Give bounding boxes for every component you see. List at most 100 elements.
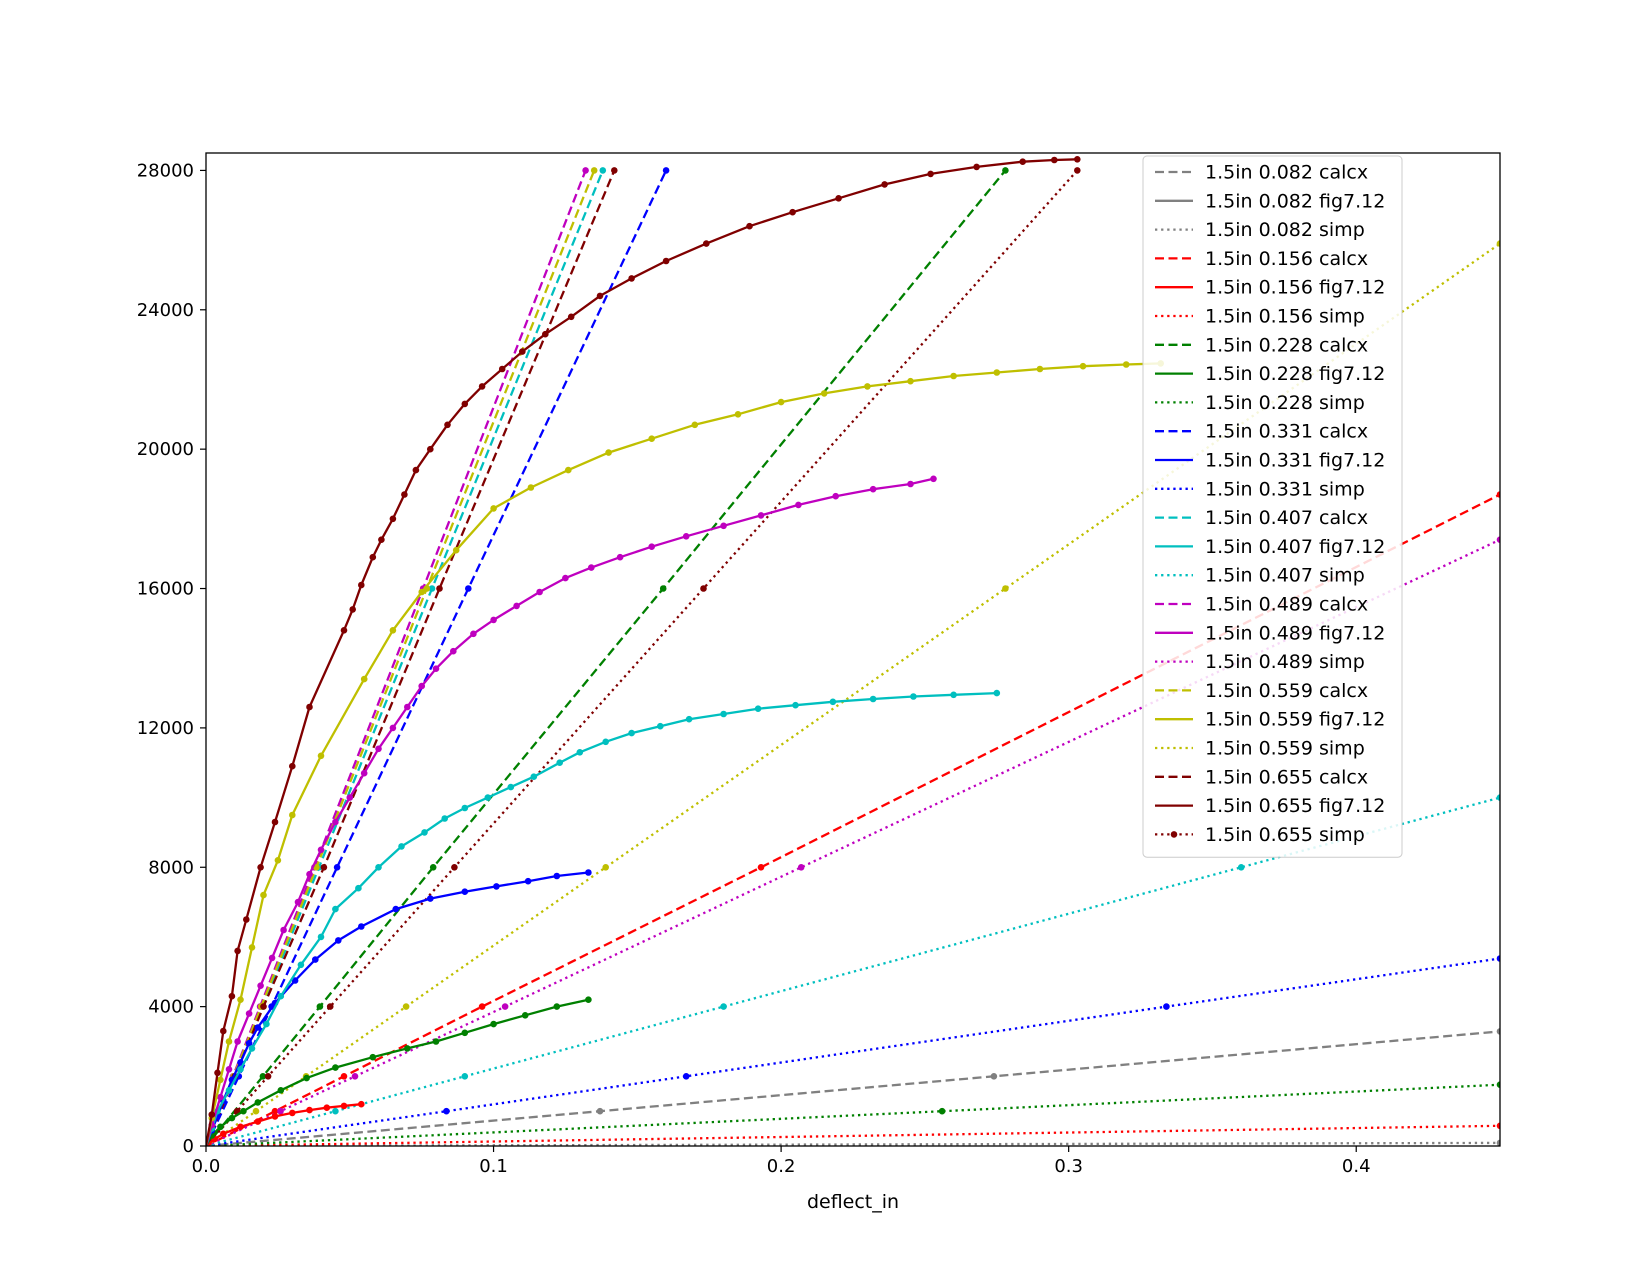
data-point	[1163, 1003, 1170, 1010]
legend-label: 1.5in 0.655 simp	[1205, 824, 1365, 846]
data-point	[257, 982, 264, 989]
series-0	[206, 1028, 1500, 1146]
data-point	[355, 884, 362, 892]
legend-label: 1.5in 0.228 fig7.12	[1205, 363, 1385, 385]
data-point	[1496, 794, 1500, 801]
data-point	[930, 475, 937, 483]
data-point	[432, 1038, 440, 1045]
data-point	[1122, 361, 1130, 368]
legend-entry: 1.5in 0.082 simp	[1155, 219, 1365, 241]
data-point	[332, 905, 339, 913]
series-11	[206, 955, 1500, 1146]
data-point	[588, 564, 595, 571]
x-axis: 0.0 0.1 0.2 0.3 0.4	[192, 1146, 1371, 1177]
data-point	[973, 163, 980, 171]
series-19	[206, 360, 1164, 1146]
x-tick-label: 0.4	[1342, 1156, 1371, 1177]
data-point	[277, 1107, 284, 1115]
data-point	[527, 484, 535, 491]
data-point	[429, 864, 437, 871]
data-point	[317, 752, 325, 760]
legend-frame	[1142, 155, 1403, 858]
data-point	[478, 1003, 486, 1010]
data-point	[332, 818, 339, 826]
data-point	[754, 705, 762, 712]
data-point	[513, 602, 520, 610]
legend-marker	[1170, 831, 1178, 838]
data-point	[521, 1012, 529, 1019]
series-line	[206, 538, 1500, 1146]
data-point	[493, 883, 500, 890]
legend-entry: 1.5in 0.559 simp	[1155, 738, 1365, 760]
series-line	[206, 169, 668, 1146]
legend-label: 1.5in 0.156 calcx	[1205, 248, 1368, 270]
series-line	[206, 169, 1007, 1146]
series-22	[206, 156, 1081, 1146]
legend-entry: 1.5in 0.228 simp	[1155, 392, 1365, 414]
data-point	[297, 961, 305, 969]
data-point	[260, 1003, 267, 1010]
data-point	[648, 543, 655, 550]
data-point	[530, 773, 538, 780]
data-point	[335, 937, 342, 944]
data-point	[519, 348, 526, 355]
data-point	[662, 257, 670, 265]
data-point	[306, 1106, 313, 1114]
data-point	[461, 804, 469, 812]
data-point	[303, 1074, 310, 1082]
data-point	[602, 864, 609, 871]
data-point	[418, 588, 426, 596]
legend-entry: 1.5in 0.228 fig7.12	[1155, 363, 1385, 385]
data-point	[562, 574, 569, 582]
data-point	[1036, 365, 1044, 373]
data-point	[444, 421, 451, 429]
legend-label: 1.5in 0.407 fig7.12	[1205, 536, 1385, 558]
data-point	[312, 956, 319, 963]
data-point	[662, 167, 670, 174]
data-point	[294, 898, 302, 906]
legend-entry: 1.5in 0.331 simp	[1155, 478, 1365, 500]
data-point	[214, 1069, 221, 1077]
data-point	[611, 167, 618, 174]
data-point	[271, 818, 279, 826]
data-point	[507, 783, 515, 791]
data-point	[237, 996, 244, 1003]
data-point	[254, 1099, 262, 1106]
data-point	[720, 522, 727, 530]
data-point	[289, 811, 296, 819]
plot-frame	[205, 152, 1501, 1147]
legend-entry: 1.5in 0.559 calcx	[1155, 680, 1368, 702]
legend-entry: 1.5in 0.082 fig7.12	[1155, 190, 1385, 212]
data-point	[280, 926, 287, 934]
data-point	[927, 170, 934, 178]
data-point	[734, 411, 742, 418]
data-point	[234, 1038, 241, 1045]
data-point	[316, 1003, 324, 1010]
y-tick-label: 16000	[137, 579, 194, 600]
legend-label: 1.5in 0.331 fig7.12	[1205, 450, 1385, 472]
data-point	[907, 480, 914, 488]
y-tick-label: 4000	[148, 997, 194, 1018]
data-point	[869, 485, 877, 493]
data-point	[461, 888, 469, 895]
data-point	[306, 870, 313, 878]
data-point	[1002, 167, 1009, 174]
data-point	[602, 738, 609, 746]
legend-entry: 1.5in 0.655 calcx	[1155, 766, 1368, 788]
legend-label: 1.5in 0.082 fig7.12	[1205, 190, 1385, 212]
data-point	[907, 377, 914, 385]
data-point	[451, 864, 458, 871]
data-point	[461, 400, 469, 408]
data-point	[1074, 156, 1081, 163]
data-point	[264, 1073, 272, 1080]
data-point	[245, 1039, 253, 1047]
x-tick-label: 0.2	[767, 1156, 796, 1177]
data-point	[881, 181, 888, 188]
data-point	[605, 449, 612, 456]
data-point	[567, 313, 575, 321]
data-point	[596, 1107, 604, 1115]
x-tick-label: 0.1	[479, 1156, 508, 1177]
data-point	[340, 627, 348, 634]
legend-entry: 1.5in 0.156 fig7.12	[1155, 277, 1385, 299]
data-point	[389, 515, 397, 523]
